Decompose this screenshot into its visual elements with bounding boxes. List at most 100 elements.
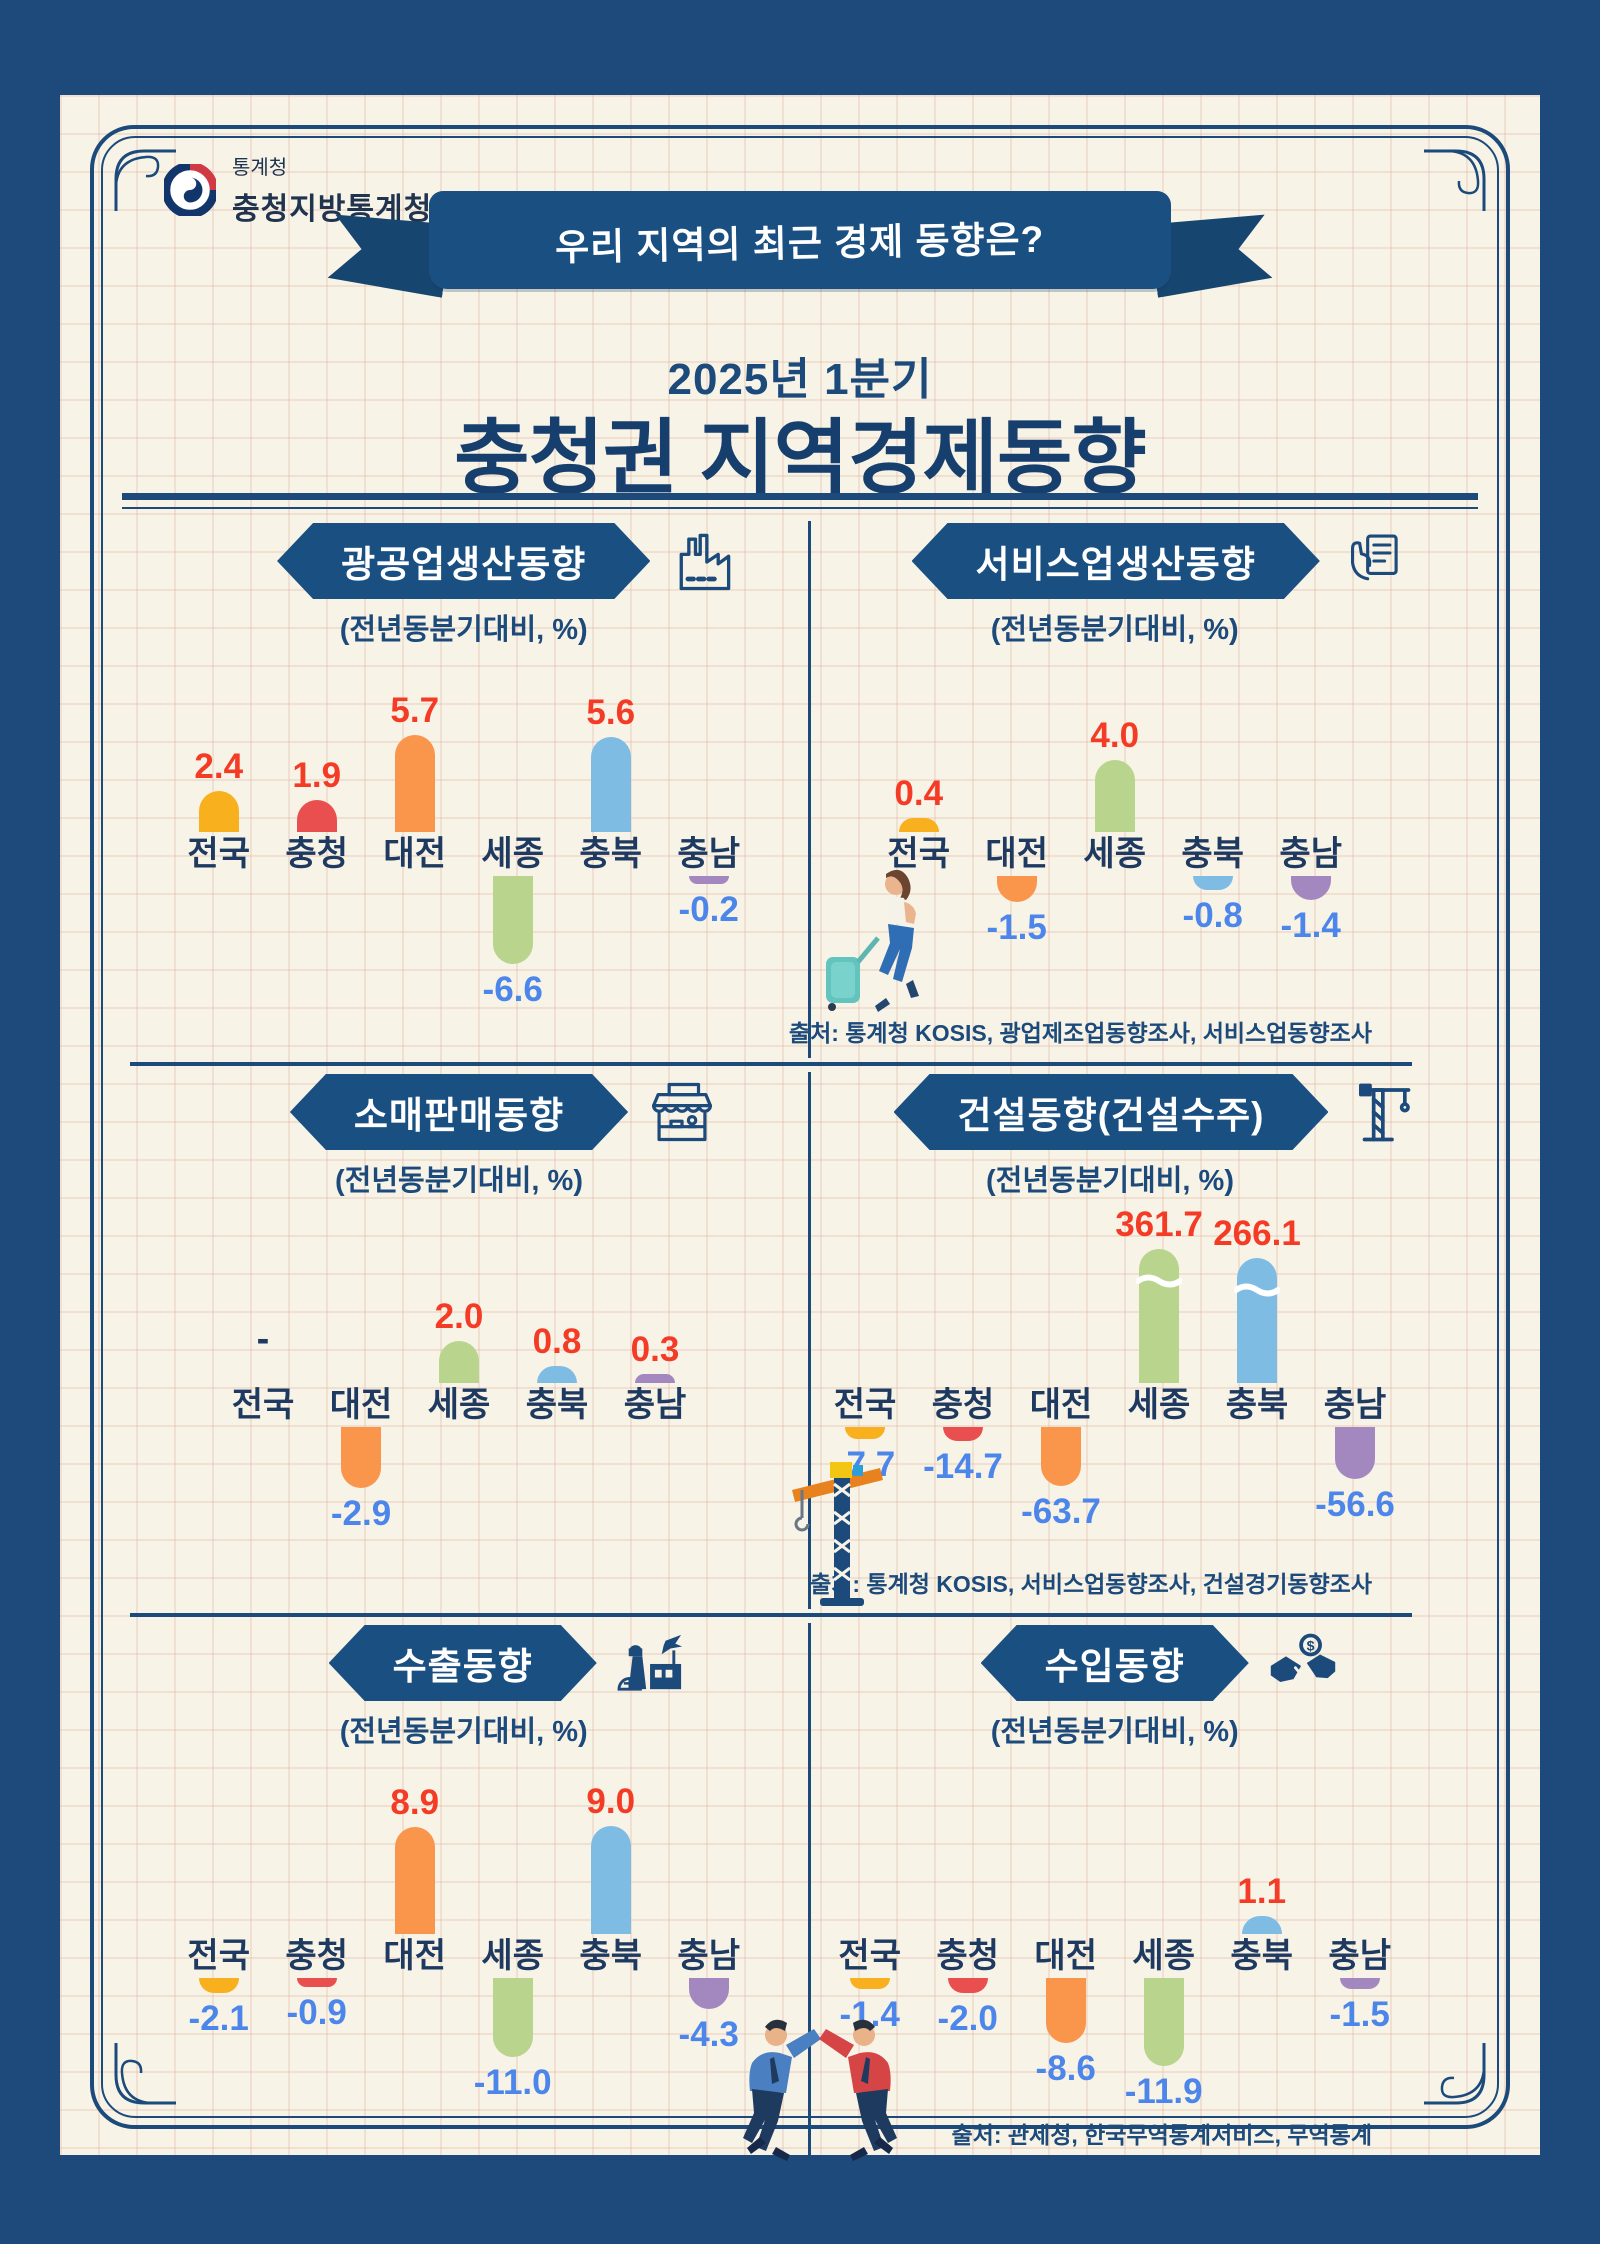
value-label: -1.5 — [1329, 1995, 1390, 2035]
bar — [996, 876, 1037, 902]
chart-category: 세종 -11.0 — [466, 1756, 560, 2112]
bar — [198, 1978, 239, 1994]
value-label: 0.3 — [630, 1330, 680, 1369]
chart-category: 충남 -1.5 — [1313, 1756, 1407, 2112]
chart-category: 1.9 충청 — [270, 654, 364, 1010]
bar — [1136, 1249, 1182, 1383]
bar — [849, 1978, 890, 1989]
retail-icon — [652, 1082, 713, 1142]
bar — [590, 736, 631, 832]
bottom-rule — [130, 2164, 1412, 2168]
category-label: 세종 — [427, 1386, 491, 1424]
section-subtitle: (전년동분기대비, %) — [986, 1165, 1234, 1197]
chart-category: 전국 -1.4 — [823, 1756, 917, 2112]
chart-category: 5.6 충북 — [564, 654, 658, 1010]
chart-category: 세종 -6.6 — [466, 654, 560, 1010]
positive-zone — [466, 1756, 560, 1934]
positive-zone — [921, 1756, 1015, 1934]
title-rule-thin — [122, 507, 1478, 509]
bar-plot: - 전국 대전 -2.9 2.0 세종 0.8 충북 0.3 충남 — [216, 1205, 702, 1561]
chart-category: 충청 -0.9 — [270, 1756, 364, 2112]
title-rule-thick — [122, 493, 1478, 500]
chart-category: 9.0 충북 — [564, 1756, 658, 2112]
handshake-icon: $ — [1270, 1633, 1336, 1682]
positive-zone: 8.9 — [368, 1756, 462, 1934]
negative-zone: -11.9 — [1117, 1978, 1211, 2112]
negative-zone: -63.7 — [1014, 1427, 1108, 1561]
category-label: 충청 — [285, 1937, 348, 1975]
chart-category: 4.0 세종 — [1068, 654, 1162, 1010]
category-label: 충북 — [525, 1386, 589, 1424]
value-label: 5.6 — [586, 692, 636, 732]
category-label: 충남 — [1279, 835, 1342, 873]
positive-zone: 4.0 — [1068, 654, 1162, 832]
bar — [296, 799, 337, 832]
source-note: 출처: 통계청 KOSIS, 서비스업동향조사, 건설경기동향조사 — [810, 1571, 1372, 1597]
negative-zone — [564, 876, 658, 1010]
value-label: 266.1 — [1213, 1214, 1301, 1254]
bar — [492, 876, 533, 964]
negative-zone: -1.4 — [1264, 876, 1358, 1010]
category-label: 충북 — [1225, 1386, 1289, 1424]
port-icon — [617, 1634, 682, 1691]
chart-category: 충남 -0.2 — [662, 654, 756, 1010]
axis-break-icon — [1234, 1283, 1280, 1297]
bar-plot: 전국 -2.1 충청 -0.9 8.9 대전 세종 -11.0 9.0 충북 충남 -4.3 — [172, 1756, 756, 2112]
chart-category: 충청 -2.0 — [921, 1756, 1015, 2112]
chart-category: 충남 -56.6 — [1308, 1205, 1402, 1561]
section-subtitle: (전년동분기대비, %) — [335, 1165, 583, 1197]
bar — [688, 1978, 729, 2009]
positive-zone — [1014, 1205, 1108, 1383]
positive-zone — [916, 1205, 1010, 1383]
ribbon-banner: 우리 지역의 최근 경제 동향은? — [429, 191, 1171, 289]
positive-zone — [662, 654, 756, 832]
category-label: 대전 — [383, 1937, 446, 1975]
positive-zone — [270, 1756, 364, 1934]
value-label: 1.9 — [292, 755, 342, 795]
positive-zone: 1.1 — [1215, 1756, 1309, 1934]
chart-category: 266.1 충북 — [1210, 1205, 1304, 1561]
category-label: 세종 — [1083, 835, 1146, 873]
bar — [1192, 876, 1233, 890]
category-label: 충북 — [579, 835, 642, 873]
chart-category: 2.4 전국 — [172, 654, 266, 1010]
bar — [296, 1978, 337, 1987]
chart-category: 1.1 충북 — [1215, 1756, 1309, 2112]
negative-zone: -2.1 — [172, 1978, 266, 2112]
positive-zone — [662, 1756, 756, 1934]
bar — [394, 735, 435, 832]
bar — [1094, 760, 1135, 832]
bar-plot: 2.4 전국 1.9 충청 5.7 대전 세종 -6.6 5.6 충북 충남 -0.2 — [172, 654, 756, 1010]
corner-ornament — [1424, 2043, 1486, 2105]
header: 통계청 충청지방통계청 우리 지역의 최근 경제 동향은? 2025년 1분기 … — [60, 95, 1540, 515]
negative-zone — [1210, 1427, 1304, 1561]
category-label: 전국 — [833, 1386, 897, 1424]
negative-zone — [368, 876, 462, 1010]
bar — [947, 1978, 988, 1993]
positive-zone: - — [216, 1205, 310, 1383]
chart-category: 전국 -2.1 — [172, 1756, 266, 2112]
chart-category: 충남 -4.3 — [662, 1756, 756, 2112]
negative-zone: -2.0 — [921, 1978, 1015, 2112]
chart-category: 0.8 충북 — [510, 1205, 604, 1561]
chart-category: 세종 -11.9 — [1117, 1756, 1211, 2112]
negative-zone: -4.3 — [662, 1978, 756, 2112]
row-retail-construction: 소매판매동향 (전년동분기대비, %) — [130, 1066, 1412, 1613]
positive-zone: 0.4 — [872, 654, 966, 832]
chart-category: 0.3 충남 — [608, 1205, 702, 1561]
positive-zone — [1166, 654, 1260, 832]
report-period: 2025년 1분기 — [667, 355, 933, 404]
category-label: 충남 — [1328, 1937, 1391, 1975]
chart-category: 전국 -7.7 — [818, 1205, 912, 1561]
positive-zone — [1019, 1756, 1113, 1934]
bar — [198, 791, 239, 832]
negative-zone — [172, 876, 266, 1010]
value-label: 9.0 — [586, 1782, 636, 1821]
positive-zone: 2.0 — [412, 1205, 506, 1383]
value-label: -7.7 — [834, 1445, 896, 1484]
chart-category: - 전국 — [216, 1205, 310, 1561]
positive-zone — [1313, 1756, 1407, 1934]
bar — [635, 1374, 675, 1383]
value-label: 8.9 — [390, 1783, 440, 1823]
